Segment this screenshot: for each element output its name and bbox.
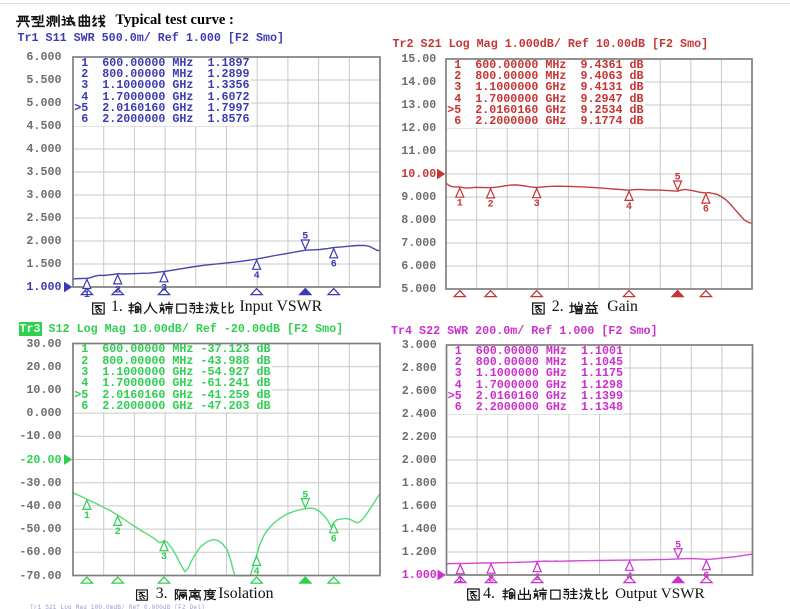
svg-text:6: 6 — [703, 205, 709, 216]
svg-text:2: 2 — [115, 285, 121, 296]
svg-text:2: 2 — [488, 575, 494, 586]
svg-text:6: 6 — [331, 259, 337, 270]
svg-text:3: 3 — [161, 283, 167, 294]
svg-text:4: 4 — [254, 567, 260, 578]
svg-text:5: 5 — [675, 540, 681, 551]
svg-text:3: 3 — [534, 573, 540, 584]
svg-text:2: 2 — [115, 527, 121, 538]
svg-text:1: 1 — [457, 199, 463, 210]
svg-text:4: 4 — [626, 202, 632, 213]
svg-text:3: 3 — [161, 552, 167, 563]
svg-text:1: 1 — [84, 290, 90, 301]
svg-text:4: 4 — [254, 271, 260, 282]
svg-text:1: 1 — [84, 511, 90, 522]
svg-text:2: 2 — [488, 199, 494, 210]
svg-text:1: 1 — [457, 575, 463, 586]
svg-text:5: 5 — [302, 490, 308, 501]
svg-text:4: 4 — [626, 572, 632, 583]
svg-text:3: 3 — [534, 199, 540, 210]
svg-text:6: 6 — [331, 534, 337, 545]
svg-text:5: 5 — [675, 173, 681, 184]
svg-text:6: 6 — [703, 571, 709, 582]
svg-text:5: 5 — [302, 232, 308, 243]
